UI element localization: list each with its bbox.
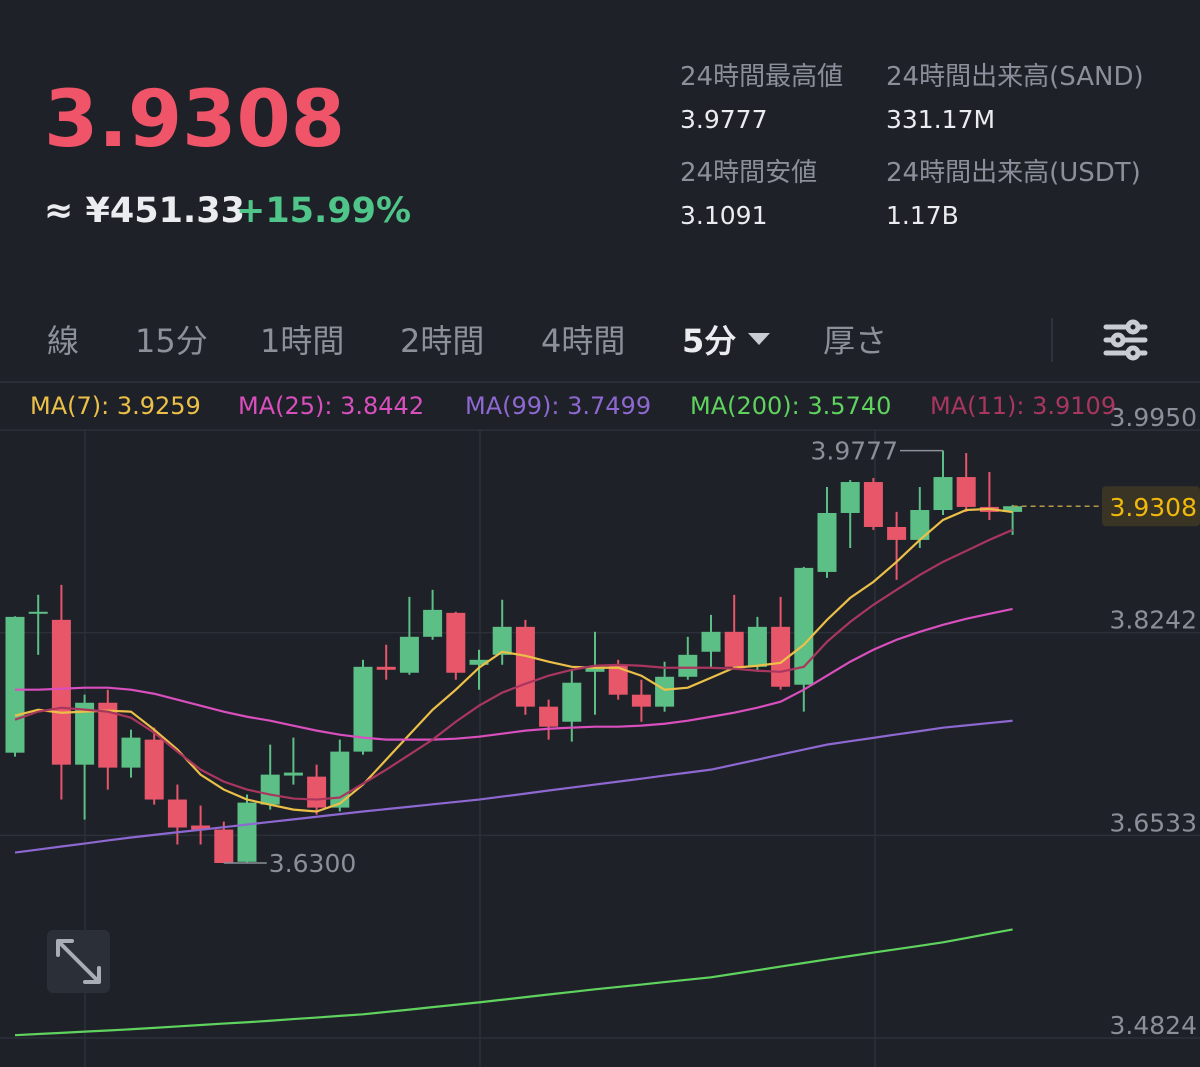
candle-body [539,706,559,727]
tab[interactable]: 厚さ [823,322,887,360]
price-change: +15.99% [236,191,411,231]
candle-body [353,666,373,752]
tab[interactable]: 15分 [135,322,208,360]
candle-body [144,739,164,800]
candle-body [655,676,675,707]
candle-body [724,631,744,667]
stat-value: 331.17M [886,105,995,134]
candle-body [608,664,628,695]
tab[interactable]: 2時間 [400,322,484,360]
stat-value: 3.1091 [680,201,767,230]
candle-body [562,682,582,722]
y-tick-label: 3.6533 [1110,808,1197,837]
stat-label: 24時間最高値 [680,62,843,92]
candle-body [701,631,721,652]
tab[interactable]: 5分 [682,322,736,360]
candle-body [469,659,489,665]
last-price: 3.9308 [44,75,345,165]
candle-body [446,612,466,673]
candle-body [191,825,211,830]
ma-line [14,928,1013,1037]
candle-body [492,626,512,655]
candle-body [75,702,95,765]
candle-body [1003,506,1023,512]
tab-bar: 線 15分 1時間 2時間 4時間 5分 厚さ [47,322,887,360]
annotation-label: 3.9777 [811,437,898,466]
legend-entry: MA(11): 3.9109 [930,392,1116,420]
candle-body [307,776,327,808]
y-tick-label: 3.9950 [1110,403,1197,432]
tab[interactable]: 4時間 [541,322,625,360]
tab[interactable]: 線 [47,322,79,360]
candle-body [933,477,953,511]
candle-body [956,477,976,507]
candle-body [585,667,605,672]
candle-body [794,567,814,685]
ma-line [14,528,1014,801]
candle-body [260,774,280,805]
stat-label: 24時間出来高(SAND) [886,62,1144,92]
candle-body [887,526,907,540]
expand-arrows [56,939,101,984]
candle-body [817,512,837,572]
candle-body [51,619,71,765]
legend-entry: MA(200): 3.5740 [690,392,891,420]
candle-body [98,702,118,768]
candle-body [237,802,257,862]
candle-body [121,737,141,768]
annotation-label: 3.6300 [269,849,356,878]
stat-label: 24時間安値 [680,158,817,188]
y-tick-label: 3.4824 [1110,1011,1197,1040]
candle-body [840,482,860,513]
candle-body [863,482,883,527]
candle-body [631,694,651,707]
candle-body [28,611,48,614]
settings-icon[interactable] [1103,319,1148,361]
chart: 3.9950 3.8242 3.6533 3.4824 MA(7): 3.9259 MA(… [0,392,1200,1067]
tab[interactable]: 1時間 [260,322,344,360]
slider-knob [1110,332,1126,348]
candle-body [515,626,535,707]
candle-body [5,616,25,753]
candle-body [167,799,187,828]
ma-line [14,719,1013,854]
stat-value: 3.9777 [680,105,767,134]
y-tick-label: 3.8242 [1110,606,1197,635]
slider-knob [1125,345,1141,361]
ma-line [15,607,1013,741]
legend-entry: MA(25): 3.8442 [238,392,424,420]
last-price-box [1102,486,1200,527]
slider-knob [1125,319,1141,335]
expand-button[interactable] [47,930,110,993]
stat-value: 1.17B [886,201,959,230]
legend-entry: MA(99): 3.7499 [465,392,651,420]
candle-body [678,654,698,677]
candle-body [214,829,234,863]
dropdown-arrow [748,333,770,345]
last-price-label: 3.9308 [1110,493,1197,522]
candle-body [283,772,303,776]
fiat-price: ≈ ¥451.33 [44,191,245,231]
legend-entry: MA(7): 3.9259 [30,392,201,420]
candle-body [423,609,443,637]
candle-body [399,636,419,673]
candle-body [910,510,930,540]
stat-label: 24時間出来高(USDT) [886,158,1141,188]
candle-body [376,666,396,670]
candle-body [747,626,767,667]
